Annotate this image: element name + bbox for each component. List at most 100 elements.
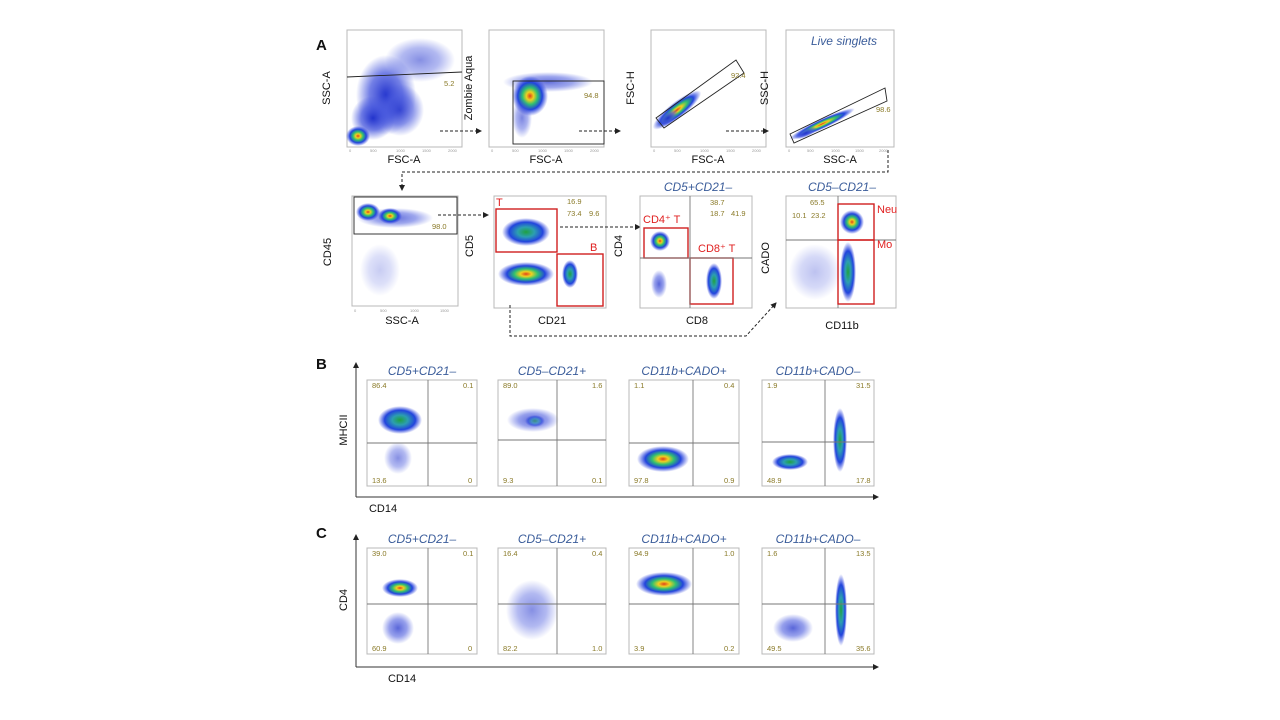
tick-a2-3: 1500 (564, 148, 574, 153)
y-axis-label-c: CD4 (338, 589, 350, 611)
quad-ll-b1: 13.6 (372, 476, 387, 485)
quad-ll-b4: 48.9 (767, 476, 782, 485)
plot-a1: 5.2 FSC-A SSC-A (321, 29, 463, 166)
quad-ll-c2: 82.2 (503, 644, 518, 653)
tick-a4-0: 0 (788, 148, 791, 153)
quad-ll-c4: 49.5 (767, 644, 782, 653)
quad-ll-b2: 9.3 (503, 476, 513, 485)
quad-ll-b3: 97.8 (634, 476, 649, 485)
density-a8 (789, 210, 864, 302)
gate-b (556, 253, 604, 307)
gate-label-t: T (496, 197, 503, 209)
tick-a3-3: 1500 (726, 148, 736, 153)
panel-label-c: C (316, 525, 327, 542)
panel-label-b: B (316, 356, 327, 373)
plot-a6: T B 16.9 73.4 9.6 CD21 CD5 (464, 195, 607, 327)
quad-lr-c3: 0.2 (724, 644, 734, 653)
gate-mo (837, 239, 875, 305)
tick-a3-4: 2000 (752, 148, 762, 153)
tick-a3-0: 0 (653, 148, 656, 153)
plot-b3: CD11b+CADO+ 1.1 0.4 97.8 0.9 (628, 364, 740, 487)
title-c1: CD5+CD21– (388, 532, 457, 546)
x-axis-label-a4: SSC-A (823, 154, 857, 166)
quad-ul-b4: 1.9 (767, 381, 777, 390)
tick-a2-1: 500 (512, 148, 519, 153)
plot-a3: 92.4 FSC-A FSC-H (625, 29, 767, 166)
y-axis-label-a6: CD5 (464, 235, 476, 257)
y-axis-label-a8: CADO (760, 242, 772, 274)
title-b3: CD11b+CADO+ (641, 364, 726, 378)
title-b1: CD5+CD21– (388, 364, 457, 378)
quad-lr-c4: 35.6 (856, 644, 871, 653)
plot-b4: CD11b+CADO– 1.9 31.5 48.9 17.8 (761, 364, 875, 487)
quad-ur-b3: 0.4 (724, 381, 734, 390)
title-a7: CD5+CD21– (664, 180, 733, 194)
y-axis-label-b: MHCII (338, 414, 350, 445)
density-a7 (650, 231, 722, 299)
density-a5 (356, 203, 433, 296)
quad-ul-b3: 1.1 (634, 381, 644, 390)
gate-value-a6-t: 16.9 (567, 197, 582, 206)
quad-ur-c1: 0.1 (463, 549, 473, 558)
tick-a1-3: 1500 (422, 148, 432, 153)
x-axis-label-a7: CD8 (686, 315, 708, 327)
plot-a7: CD5+CD21– CD4⁺ T CD8⁺ T 38.7 18.7 41.9 C… (613, 180, 753, 327)
quad-lr-b4: 17.8 (856, 476, 871, 485)
gate-label-neu: Neu (877, 204, 897, 216)
quad-ur-c2: 0.4 (592, 549, 602, 558)
tick-a4-4: 2000 (879, 148, 889, 153)
gate-value-a8-1: 65.5 (810, 198, 825, 207)
plot-a5: 98.0 SSC-A CD45 (322, 195, 459, 327)
quad-ul-b1: 86.4 (372, 381, 387, 390)
gate-value-a7-1: 38.7 (710, 198, 725, 207)
tick-labels-a1: 0 500 1000 1500 2000 (349, 148, 458, 153)
tick-a5-3: 1500 (440, 308, 450, 313)
plot-c3: CD11b+CADO+ 94.9 1.0 3.9 0.2 (628, 532, 740, 655)
title-b4: CD11b+CADO– (776, 364, 861, 378)
tick-a1-1: 500 (370, 148, 377, 153)
tick-a5-2: 1000 (410, 308, 420, 313)
density-a3 (652, 90, 702, 130)
x-axis-label-a3: FSC-A (692, 154, 726, 166)
y-axis-label-a2: Zombie Aqua (463, 55, 475, 121)
tick-a2-2: 1000 (538, 148, 548, 153)
gate-value-a6-mid: 73.4 (567, 209, 582, 218)
x-axis-label-a5: SSC-A (385, 315, 419, 327)
quad-ur-b2: 1.6 (592, 381, 602, 390)
flow-arrow-a6-a8 (509, 302, 777, 337)
quad-ll-c1: 60.9 (372, 644, 387, 653)
tick-labels-a3: 0 500 1000 1500 2000 (653, 148, 762, 153)
tick-a1-0: 0 (349, 148, 352, 153)
x-axis-label-a6: CD21 (538, 315, 566, 327)
tick-a3-1: 500 (674, 148, 681, 153)
title-a8: CD5–CD21– (808, 180, 876, 194)
gate-value-a7-2: 18.7 (710, 209, 725, 218)
tick-a5-1: 500 (380, 308, 387, 313)
y-axis-label-a4: SSC-H (759, 71, 771, 105)
tick-a5-0: 0 (354, 308, 357, 313)
tick-a4-2: 1000 (831, 148, 841, 153)
quad-ur-c4: 13.5 (856, 549, 871, 558)
gate-value-a4: 98.6 (876, 105, 891, 114)
x-axis-label-c: CD14 (388, 673, 416, 685)
gate-value-a8-2: 10.1 (792, 211, 807, 220)
y-axis-label-a3: FSC-H (625, 71, 637, 105)
quad-ur-b4: 31.5 (856, 381, 871, 390)
title-c2: CD5–CD21+ (518, 532, 586, 546)
quad-ul-c1: 39.0 (372, 549, 387, 558)
plot-b1: CD5+CD21– 86.4 0.1 13.6 0 (366, 364, 478, 487)
quad-ur-c3: 1.0 (724, 549, 734, 558)
y-axis-label-a1: SSC-A (321, 71, 333, 105)
gate-label-mo: Mo (877, 239, 892, 251)
tick-a4-3: 1500 (855, 148, 865, 153)
plot-a2: 94.8 FSC-A Zombie Aqua (463, 29, 605, 166)
x-axis-label-a8: CD11b (825, 320, 858, 332)
quad-lr-b2: 0.1 (592, 476, 602, 485)
flow-arrow-a4-a5 (399, 150, 889, 191)
gate-value-a5: 98.0 (432, 222, 447, 231)
tick-a2-0: 0 (491, 148, 494, 153)
title-live-singlets: Live singlets (811, 34, 877, 48)
tick-a4-1: 500 (807, 148, 814, 153)
tick-labels-a4: 0 500 1000 1500 2000 (788, 148, 889, 153)
